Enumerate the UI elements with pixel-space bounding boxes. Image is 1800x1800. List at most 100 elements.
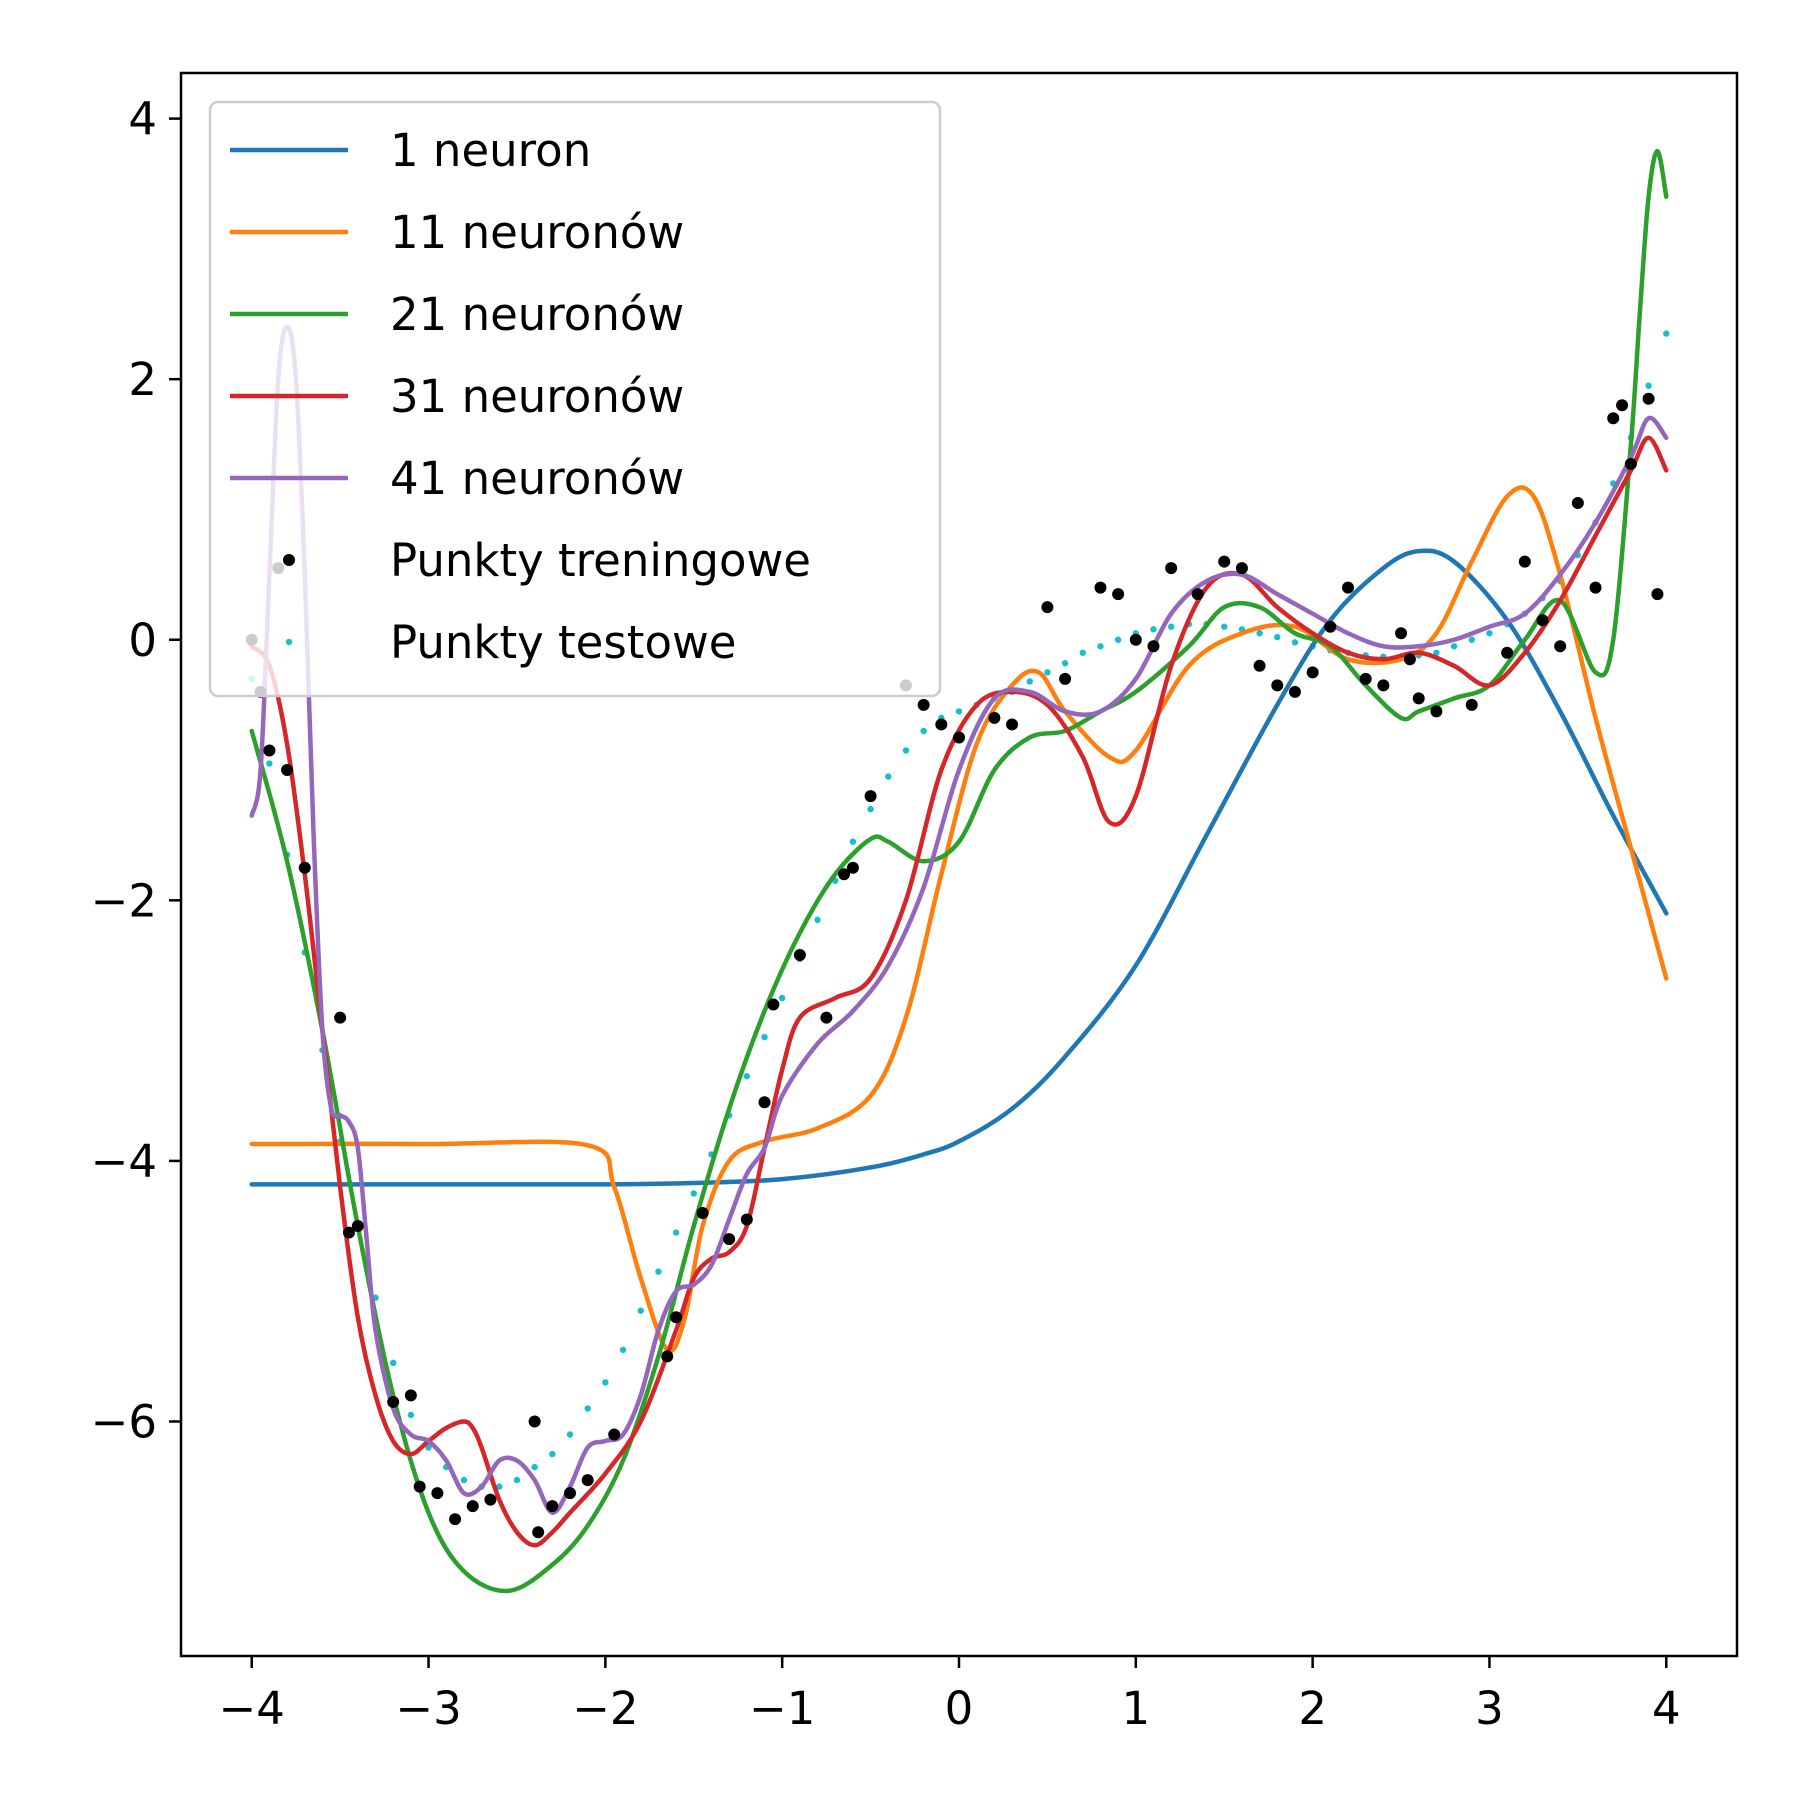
training-point bbox=[723, 1233, 736, 1246]
test-point bbox=[637, 1307, 644, 1314]
training-point bbox=[838, 868, 851, 881]
test-point bbox=[1433, 649, 1440, 656]
training-point bbox=[1006, 718, 1019, 731]
training-point bbox=[988, 711, 1001, 724]
y-tick-label: 4 bbox=[128, 93, 157, 146]
training-point bbox=[1624, 457, 1637, 470]
y-tick-label: −4 bbox=[91, 1135, 157, 1188]
test-point bbox=[584, 1405, 591, 1412]
training-point bbox=[793, 949, 806, 962]
training-point bbox=[298, 861, 311, 874]
training-point bbox=[1112, 588, 1125, 601]
x-tick-label: −2 bbox=[572, 1682, 638, 1735]
training-point bbox=[1235, 562, 1248, 575]
training-point bbox=[342, 1226, 355, 1239]
test-point bbox=[814, 916, 821, 924]
training-point bbox=[1271, 679, 1284, 692]
training-point bbox=[1165, 562, 1178, 575]
training-point bbox=[1218, 555, 1231, 568]
test-point bbox=[407, 1411, 415, 1419]
test-point bbox=[778, 994, 786, 1002]
legend-swatch bbox=[283, 554, 295, 566]
training-point bbox=[404, 1389, 417, 1402]
training-point bbox=[1589, 581, 1602, 594]
legend-box bbox=[208, 100, 942, 698]
legend-entry-41-neuron-w: 41 neuronów bbox=[230, 452, 684, 505]
test-point bbox=[885, 773, 892, 780]
legend-label: Punkty testowe bbox=[390, 616, 736, 669]
x-tick-label: −4 bbox=[219, 1682, 285, 1735]
test-point bbox=[460, 1476, 468, 1484]
training-point bbox=[1147, 640, 1160, 653]
series-line-41-neuron-w bbox=[249, 324, 1669, 1515]
training-point bbox=[820, 1011, 833, 1024]
training-point bbox=[935, 718, 948, 731]
series-lines bbox=[249, 148, 1669, 1594]
training-point bbox=[484, 1493, 497, 1506]
training-point bbox=[953, 731, 965, 744]
training-point bbox=[532, 1526, 545, 1539]
training-point bbox=[1306, 666, 1319, 679]
test-point bbox=[672, 1229, 680, 1236]
y-axis: −6 −4 −2 0 2 4 bbox=[91, 93, 181, 1448]
training-point bbox=[864, 790, 877, 803]
test-point bbox=[1486, 630, 1493, 637]
training-point bbox=[1359, 672, 1372, 685]
test-point bbox=[743, 1073, 751, 1080]
y-tick-label: 0 bbox=[128, 614, 157, 667]
legend-label: Punkty treningowe bbox=[390, 534, 811, 587]
series-line-21-neuron-w bbox=[249, 148, 1669, 1594]
test-point bbox=[761, 1033, 768, 1041]
training-point bbox=[917, 698, 930, 711]
training-point bbox=[846, 861, 859, 874]
training-point bbox=[1651, 588, 1664, 601]
test-point bbox=[867, 805, 874, 813]
training-point bbox=[1324, 620, 1337, 633]
test-point bbox=[1291, 639, 1299, 646]
training-point bbox=[466, 1500, 479, 1513]
test-point bbox=[566, 1431, 574, 1438]
test-point bbox=[1150, 626, 1157, 633]
test-point bbox=[1450, 643, 1458, 650]
legend-label: 1 neuron bbox=[390, 124, 591, 177]
test-point bbox=[1097, 643, 1104, 650]
test-point bbox=[389, 1359, 397, 1367]
series-line-1-neuron bbox=[249, 548, 1669, 1187]
training-point bbox=[281, 764, 294, 777]
training-point bbox=[1501, 646, 1514, 659]
x-tick-label: 0 bbox=[945, 1682, 974, 1735]
training-point bbox=[758, 1096, 771, 1109]
training-point bbox=[1554, 640, 1567, 653]
test-point bbox=[1468, 636, 1475, 643]
training-point bbox=[413, 1480, 426, 1493]
training-point bbox=[1518, 555, 1531, 568]
training-point bbox=[1253, 659, 1266, 672]
y-tick-label: −2 bbox=[91, 874, 157, 927]
test-point bbox=[1044, 669, 1051, 676]
y-tick-label: −6 bbox=[91, 1395, 157, 1448]
training-point bbox=[334, 1011, 347, 1024]
test-point bbox=[602, 1379, 609, 1386]
training-point bbox=[1607, 412, 1620, 425]
legend-swatch bbox=[285, 638, 293, 646]
training-point bbox=[431, 1487, 444, 1500]
legend-entry-1-neuron: 1 neuron bbox=[230, 124, 591, 177]
training-point bbox=[546, 1500, 559, 1513]
test-point bbox=[1663, 330, 1670, 337]
training-point bbox=[581, 1474, 594, 1487]
legend-label: 21 neuronów bbox=[390, 288, 684, 341]
test-point bbox=[496, 1483, 503, 1490]
training-point bbox=[1041, 601, 1054, 614]
legend-label: 41 neuronów bbox=[390, 452, 684, 505]
training-point bbox=[1642, 392, 1655, 405]
test-point bbox=[902, 747, 910, 754]
legend-entry-31-neuron-w: 31 neuronów bbox=[230, 370, 684, 423]
test-point bbox=[920, 727, 927, 735]
legend-entry-21-neuron-w: 21 neuronów bbox=[230, 288, 684, 341]
test-point bbox=[1061, 660, 1069, 667]
test-point bbox=[531, 1463, 538, 1471]
test-point bbox=[266, 760, 273, 767]
training-point bbox=[1571, 496, 1584, 509]
test-point bbox=[1645, 382, 1652, 389]
